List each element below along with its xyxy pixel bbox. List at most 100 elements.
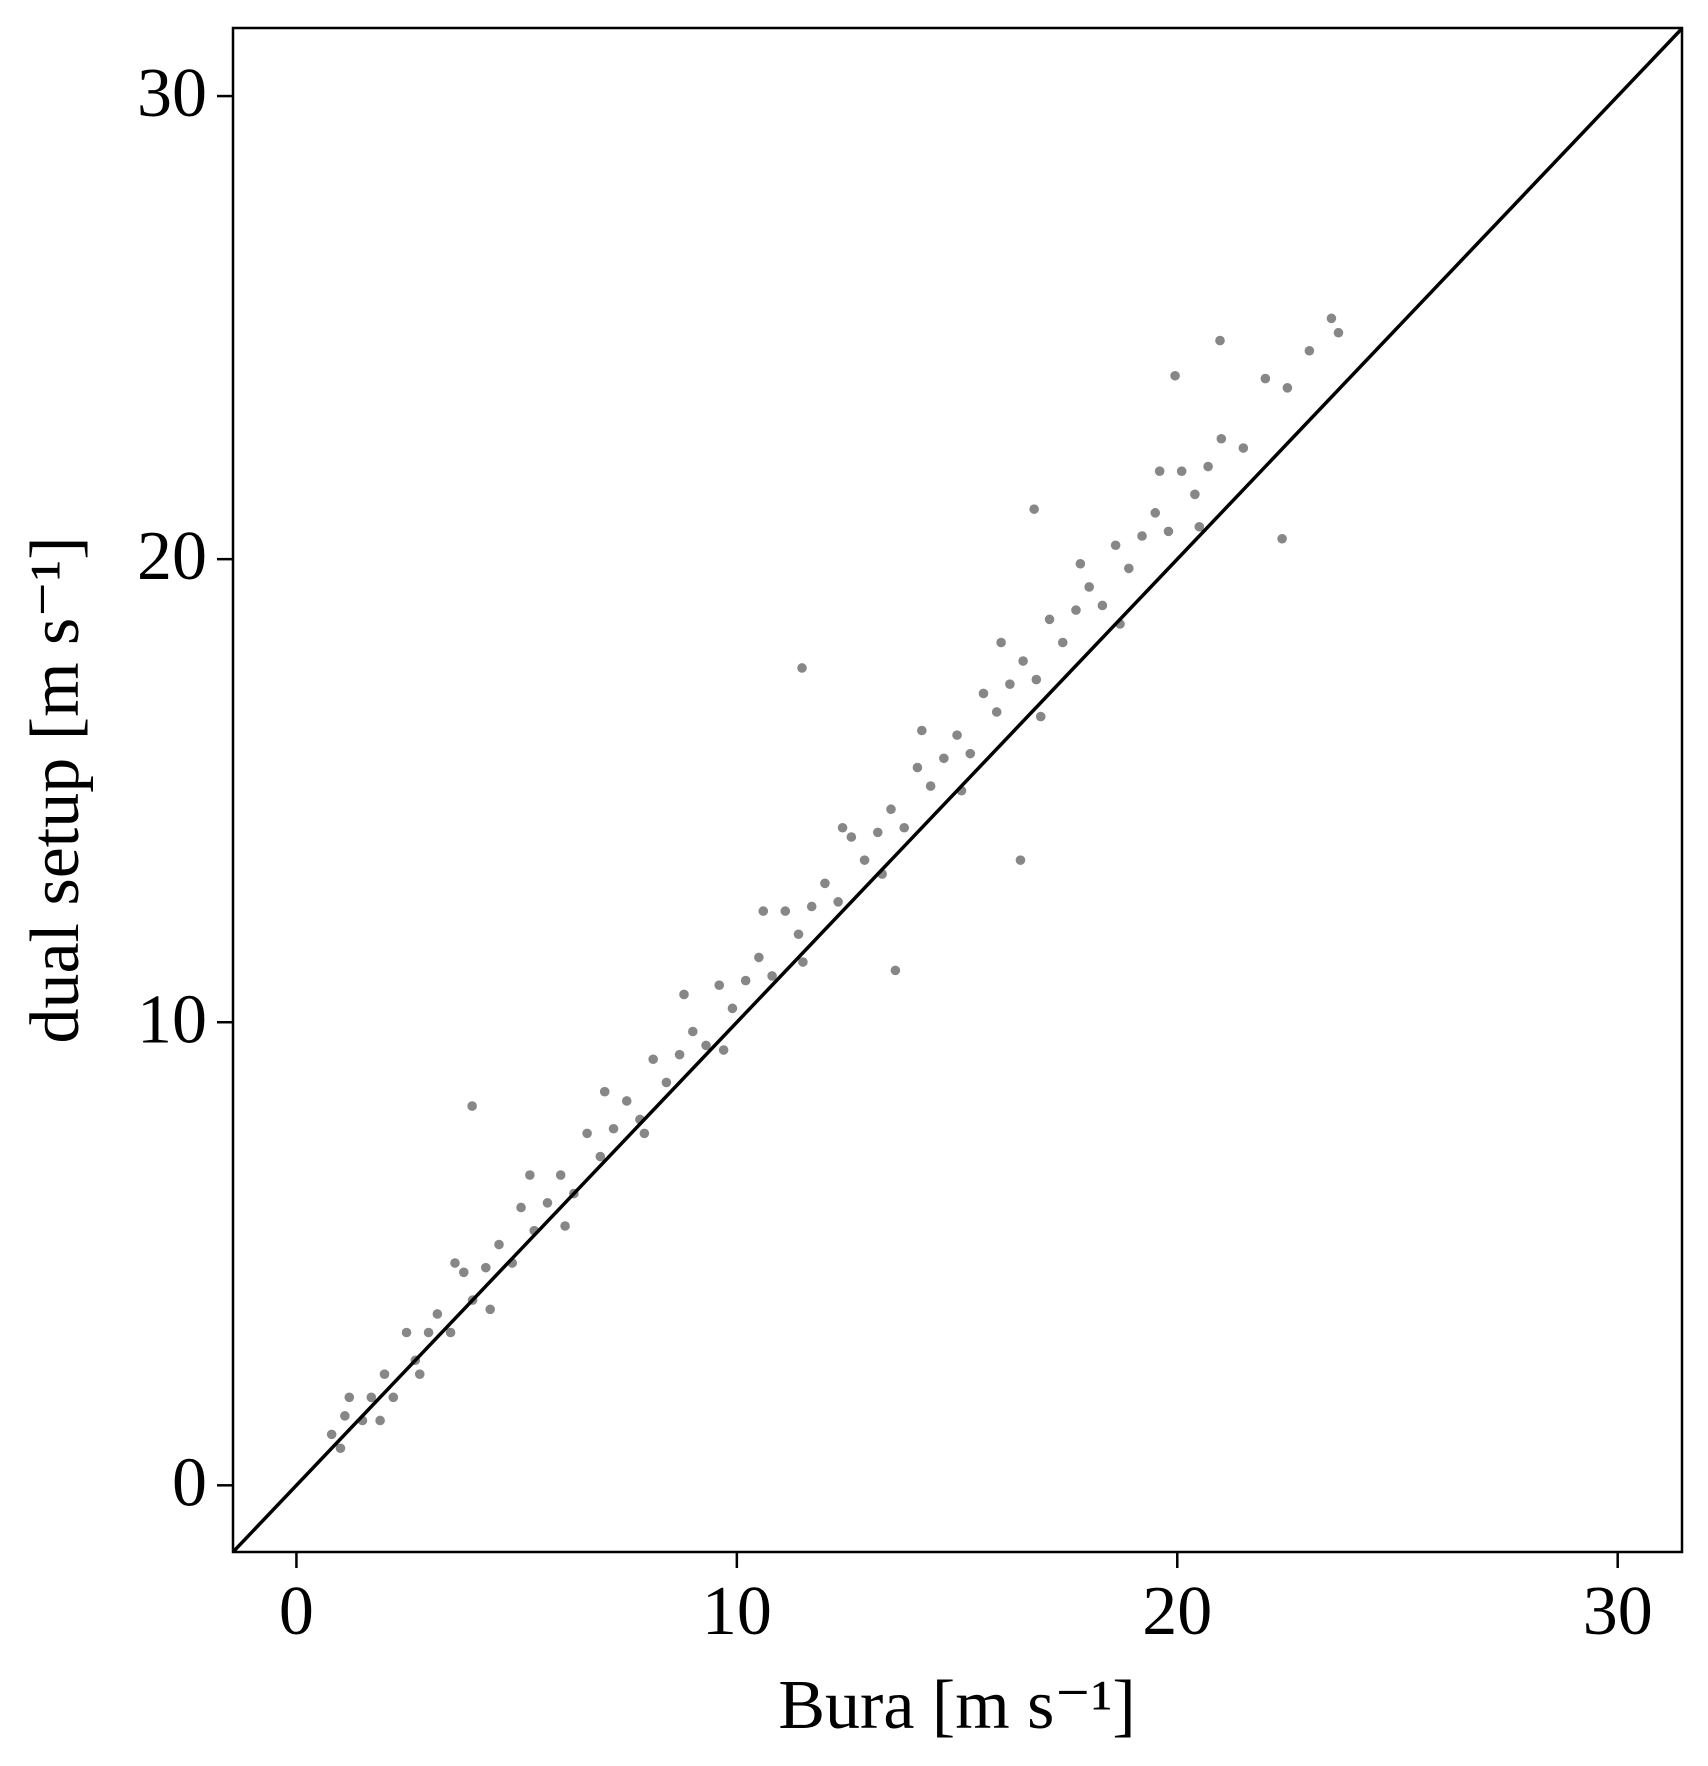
y-axis-label: dual setup [m s⁻¹]	[17, 536, 94, 1043]
scatter-point	[767, 971, 777, 981]
scatter-point	[899, 822, 910, 833]
scatter-point	[1110, 540, 1121, 551]
scatter-point	[525, 1170, 535, 1180]
y-tick-label: 10	[137, 981, 207, 1058]
scatter-point	[1277, 533, 1287, 544]
scatter-point	[939, 753, 949, 764]
scatter-point	[481, 1262, 491, 1273]
scatter-point	[423, 1327, 434, 1338]
scatter-point	[1216, 433, 1227, 444]
scatter-point	[542, 1198, 553, 1208]
scatter-point	[1176, 466, 1187, 476]
scatter-point	[1150, 508, 1161, 518]
scatter-point	[388, 1392, 399, 1403]
x-tick-label: 0	[279, 1573, 314, 1650]
scatter-point	[366, 1392, 377, 1403]
scatter-point	[1005, 679, 1015, 689]
scatter-point	[859, 855, 870, 865]
scatter-point	[467, 1101, 477, 1111]
scatter-point	[432, 1309, 443, 1319]
scatter-point	[1071, 605, 1081, 615]
scatter-point	[1137, 531, 1147, 541]
scatter-point	[820, 878, 830, 889]
scatter-point	[917, 725, 927, 736]
scatter-point	[1163, 526, 1174, 537]
scatter-point	[1190, 489, 1200, 500]
scatter-point	[1154, 466, 1165, 476]
scatter-point	[445, 1327, 456, 1338]
scatter-point	[1333, 327, 1344, 338]
scatter-point	[1260, 373, 1271, 384]
scatter-point	[458, 1267, 469, 1278]
y-tick-label: 20	[137, 518, 207, 595]
scatter-point	[714, 980, 725, 990]
scatter-point	[1084, 582, 1094, 592]
scatter-point	[1194, 521, 1205, 532]
scatter-point	[952, 730, 962, 740]
scatter-point	[1075, 558, 1086, 569]
scatter-point	[375, 1415, 385, 1426]
scatter-point	[1170, 370, 1180, 381]
scatter-point	[846, 832, 857, 842]
scatter-point	[912, 762, 923, 773]
scatter-point	[485, 1304, 496, 1315]
scatter-point	[414, 1369, 425, 1379]
x-tick-label: 20	[1142, 1573, 1212, 1650]
y-tick-label: 30	[137, 55, 207, 132]
scatter-point	[582, 1128, 592, 1139]
scatter-point	[978, 688, 989, 699]
scatter-point	[1282, 383, 1293, 393]
x-tick-label: 30	[1583, 1573, 1653, 1650]
scatter-point	[494, 1239, 504, 1250]
scatter-point	[401, 1327, 412, 1338]
scatter-point	[872, 827, 883, 838]
scatter-point	[837, 822, 848, 833]
scatter-point	[1238, 443, 1249, 453]
plot-area	[233, 28, 1682, 1552]
scatter-point	[326, 1429, 337, 1440]
scatter-point	[718, 1045, 729, 1055]
scatter-point	[1097, 600, 1108, 611]
scatter-point	[688, 1026, 698, 1037]
scatter-point	[1326, 313, 1337, 324]
scatter-point	[890, 965, 901, 976]
scatter-point	[674, 1049, 685, 1060]
scatter-point	[450, 1258, 460, 1268]
scatter-point	[701, 1040, 711, 1051]
scatter-point	[639, 1128, 650, 1139]
x-tick-label: 10	[702, 1573, 772, 1650]
scatter-point	[679, 989, 689, 1000]
scatter-point	[1029, 504, 1039, 514]
scatter-point	[335, 1443, 346, 1454]
scatter-point	[560, 1221, 570, 1231]
scatter-point	[648, 1054, 658, 1065]
scatter-point	[727, 1003, 738, 1014]
scatter-point	[754, 952, 764, 963]
scatter-point	[595, 1151, 606, 1162]
scatter-point	[340, 1411, 350, 1421]
scatter-point	[758, 906, 769, 916]
scatter-point	[806, 901, 817, 912]
scatter-point	[516, 1202, 526, 1213]
scatter-point	[991, 707, 1002, 717]
scatter-point	[1018, 656, 1028, 666]
scatter-point	[996, 637, 1006, 648]
scatter-point	[1124, 563, 1134, 574]
scatter-point	[1057, 637, 1068, 648]
scatter-point	[1035, 711, 1046, 722]
x-axis-label: Bura [m s⁻¹]	[778, 1667, 1135, 1744]
y-tick-label: 0	[172, 1444, 207, 1521]
scatter-point	[965, 748, 976, 759]
scatter-point	[925, 781, 936, 791]
scatter-point	[1304, 345, 1315, 356]
reference-line	[233, 28, 1682, 1552]
scatter-point	[599, 1086, 610, 1097]
scatter-point	[1015, 855, 1026, 865]
scatter-point	[793, 929, 804, 940]
scatter-point	[661, 1077, 672, 1088]
scatter-point	[740, 975, 751, 986]
scatter-point	[608, 1123, 619, 1134]
scatter-point	[1044, 614, 1055, 625]
